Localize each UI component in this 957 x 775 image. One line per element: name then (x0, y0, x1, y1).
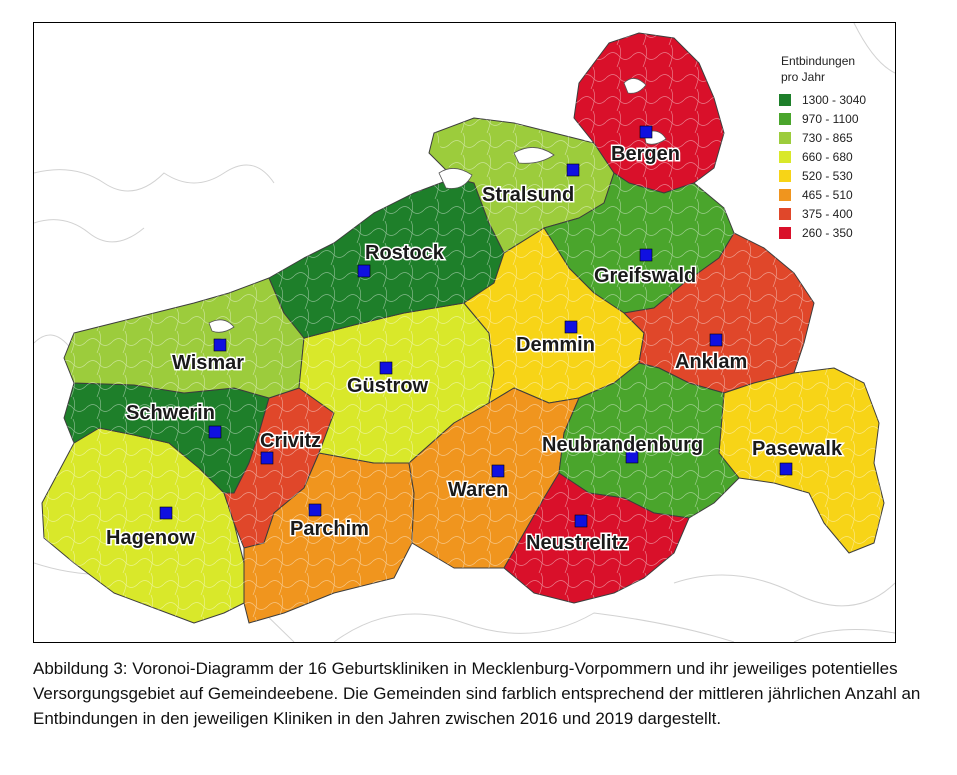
clinic-marker (625, 450, 639, 464)
clinic-marker (639, 248, 653, 262)
clinic-label: Pasewalk (752, 438, 843, 460)
legend-swatch (779, 94, 791, 106)
clinic-marker (379, 361, 393, 375)
legend-swatch (779, 151, 791, 163)
municipality-texture (42, 33, 884, 623)
clinic-label: Parchim (290, 518, 369, 540)
clinic-marker (491, 464, 505, 478)
clinic-marker (779, 462, 793, 476)
clinic-label: Anklam (675, 351, 747, 373)
clinic-marker (566, 163, 580, 177)
clinic-labels: Bergen Stralsund Rostock Greifswald Wismar De… (105, 142, 845, 556)
clinic-label: Rostock (365, 242, 445, 264)
legend-range-label: 465 - 510 (802, 188, 853, 202)
coastal-water (208, 78, 667, 333)
figure-caption: Abbildung 3: Voronoi-Diagramm der 16 Geb… (33, 659, 921, 728)
legend-swatch (779, 170, 791, 182)
legend-title-line1: Entbindungen (781, 54, 855, 68)
clinic-marker (574, 514, 588, 528)
legend-range-label: 375 - 400 (802, 207, 853, 221)
clinic-label: Bergen (611, 143, 680, 165)
clinic-marker (159, 506, 173, 520)
clinic-label: Neustrelitz (526, 532, 628, 554)
clinic-markers (159, 125, 793, 528)
clinic-label: Güstrow (347, 375, 429, 397)
voronoi-map: Bergen Stralsund Rostock Greifswald Wismar De… (34, 23, 895, 642)
clinic-label: Greifswald (594, 265, 696, 287)
map-figure: Bergen Stralsund Rostock Greifswald Wismar De… (33, 22, 896, 643)
legend-title-line2: pro Jahr (781, 70, 825, 84)
clinic-marker (260, 451, 274, 465)
clinic-marker (564, 320, 578, 334)
legend-swatch (779, 227, 791, 239)
legend-swatch (779, 208, 791, 220)
clinic-marker (308, 503, 322, 517)
legend-swatch (779, 132, 791, 144)
legend: Entbindungen pro Jahr 1300 - 3040 970 - 1… (779, 54, 866, 240)
legend-range-label: 730 - 865 (802, 131, 853, 145)
legend-swatch (779, 113, 791, 125)
clinic-marker (639, 125, 653, 139)
clinic-marker (357, 264, 371, 278)
clinic-label: Crivitz (260, 430, 321, 452)
legend-range-label: 660 - 680 (802, 150, 853, 164)
legend-range-label: 970 - 1100 (802, 112, 859, 126)
clinic-label: Hagenow (106, 527, 195, 549)
clinic-label: Stralsund (482, 184, 574, 206)
clinic-label: Neubrandenburg (542, 434, 703, 456)
legend-range-label: 520 - 530 (802, 169, 853, 183)
clinic-label: Schwerin (126, 402, 215, 424)
clinic-marker (213, 338, 227, 352)
clinic-label: Wismar (172, 352, 244, 374)
clinic-label: Demmin (516, 334, 595, 356)
clinic-marker (709, 333, 723, 347)
legend-range-label: 260 - 350 (802, 226, 853, 240)
clinic-marker (208, 425, 222, 439)
clinic-label: Waren (448, 479, 508, 501)
legend-range-label: 1300 - 3040 (802, 93, 866, 107)
legend-swatch (779, 189, 791, 201)
